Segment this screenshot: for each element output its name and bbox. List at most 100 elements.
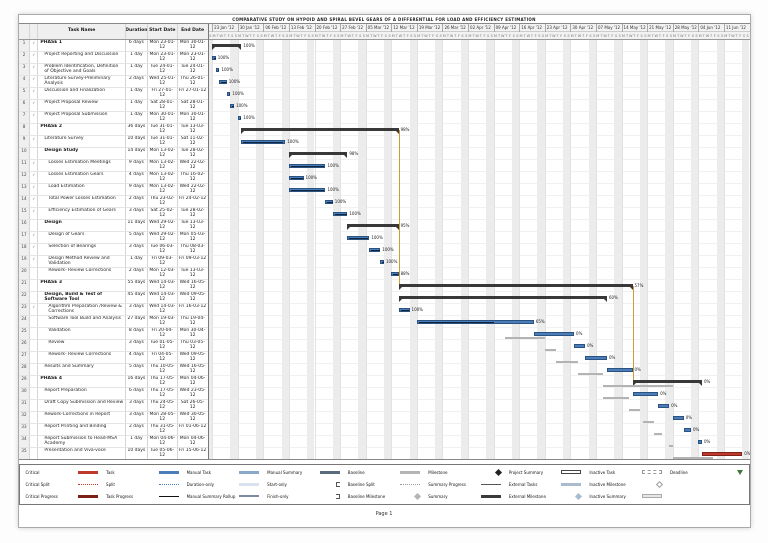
summary-bar	[288, 152, 348, 158]
row-id: 32	[18, 412, 31, 423]
baseline-bar	[628, 409, 640, 411]
day-letter: S	[362, 34, 365, 38]
baseline-bar	[672, 457, 713, 459]
percent-complete-label: 100%	[243, 115, 255, 120]
day-letter: S	[465, 34, 468, 38]
task-name: Project Proposal Submission	[38, 112, 126, 123]
timeline: 23 Jan '12 30 Jan '12 06 Feb '12 13 Feb '12…	[208, 24, 750, 459]
legend-swatch-diamond-inactive-icon	[655, 480, 663, 488]
timeline-header: 23 Jan '12 30 Jan '12 06 Feb '12 13 Feb '12…	[208, 24, 750, 40]
task-bar	[380, 260, 384, 264]
legend-item: External Tasks	[505, 478, 586, 490]
day-letter: F	[560, 34, 563, 38]
row-id: 22	[18, 292, 31, 303]
progress-line	[393, 274, 398, 275]
legend-label: Start-only	[267, 481, 287, 487]
week-label: 20 Feb '12	[314, 24, 341, 32]
task-duration: 11 days	[126, 220, 148, 231]
progress-line	[232, 106, 234, 107]
task-duration: 1 day	[126, 256, 148, 267]
completed-check-icon: ✓	[30, 244, 39, 255]
task-start-date: Mon 13-02-12	[148, 172, 178, 183]
percent-complete-label: 100%	[385, 259, 398, 264]
legend-label: Milestone	[428, 469, 448, 475]
completed-check-icon: ✓	[30, 184, 39, 195]
row-id: 30	[18, 388, 31, 399]
summary-bar	[241, 128, 399, 134]
progress-line	[221, 82, 227, 83]
week-label: 28 May '12	[672, 24, 697, 32]
task-name: Algorithm Preparation /Review & Correcti…	[38, 304, 126, 315]
day-letter: W	[680, 34, 684, 38]
day-letter: F	[381, 34, 384, 38]
percent-complete-label: 0%	[685, 415, 693, 420]
header-duration: Duration	[126, 24, 148, 39]
task-bar	[391, 272, 399, 276]
day-letter: S	[439, 34, 442, 38]
percent-complete-label: 100%	[243, 43, 255, 48]
baseline-bar	[555, 361, 578, 363]
week-label: 30 Jan '12	[237, 24, 264, 32]
progress-line	[228, 94, 231, 95]
task-end-date: Tue 24-01-12	[180, 64, 205, 74]
task-start-date: Mon 13-02-12	[148, 184, 178, 195]
timeline-week-row: 23 Jan '12 30 Jan '12 06 Feb '12 13 Feb '12…	[208, 24, 750, 32]
legend-swatch-bar-critical-progress-icon	[78, 494, 99, 498]
task-name: Selection of Bearings	[38, 244, 126, 255]
table-row: 20 Rework- Review Corrections 2 days Mon 12…	[18, 268, 208, 280]
legend-item: Critical Progress	[22, 490, 103, 502]
day-letter: W	[475, 34, 479, 38]
day-letter: S	[512, 34, 515, 38]
legend-label: Deadline	[669, 469, 688, 475]
task-duration: 1 day	[126, 436, 148, 447]
percent-complete-label: 0%	[703, 379, 711, 384]
day-letter: W	[552, 34, 556, 38]
day-letter: F	[355, 34, 358, 38]
day-letter: T	[275, 34, 278, 38]
week-label: 23 Jan '12	[212, 24, 238, 32]
completed-check-icon: ✓	[30, 196, 39, 207]
day-letter: T	[402, 34, 406, 38]
day-letter: T	[300, 34, 303, 38]
legend-label: Manual Task	[186, 469, 212, 475]
percent-complete-label: 95%	[400, 223, 410, 228]
header-task-name: Task Name	[38, 24, 126, 39]
table-row: 2 ✓ Project Reporting and Discussion 1 day M…	[18, 52, 208, 64]
table-row: 8 PHASE 2 36 days Tue 31-01-12 Tue 13-03-12	[18, 124, 208, 136]
task-bar	[632, 392, 659, 396]
table-row: 19 ✓ Design Method Review and Validation 1 …	[18, 256, 208, 268]
day-letter: T	[326, 34, 329, 38]
day-letter: S	[311, 34, 314, 38]
percent-complete-label: 100%	[327, 187, 339, 192]
day-letter: T	[479, 34, 482, 38]
row-id: 21	[18, 280, 31, 291]
task-start-date: Mon 23-01-12	[148, 40, 178, 51]
row-id: 2	[18, 52, 31, 63]
day-letter: S	[742, 34, 746, 38]
weekend-shade	[588, 40, 596, 459]
table-row: 17 ✓ Design of Gears 5 days Wed 29-02-12 Mon …	[18, 232, 208, 244]
task-end-date: Tue 13-03-12	[180, 268, 205, 278]
day-letter: T	[625, 34, 629, 38]
day-letter: T	[351, 34, 354, 38]
progress-line	[239, 118, 242, 119]
legend-item: Split	[102, 478, 183, 490]
weekend-shade	[383, 40, 392, 459]
week-gridline	[263, 40, 265, 459]
row-id: 15	[18, 208, 31, 219]
task-duration: 14 days	[126, 148, 148, 159]
table-row: 25 Validation 8 days Fri 20-04-12 Mon 30-04-…	[18, 328, 208, 340]
week-label: 13 Feb '12	[288, 24, 315, 32]
legend-item: Start-only	[263, 478, 344, 490]
legend-label: Critical	[25, 469, 40, 475]
weekend-shade	[230, 40, 238, 459]
row-id: 26	[18, 340, 31, 351]
row-id: 19	[18, 256, 31, 267]
progress-line	[334, 214, 347, 215]
link-line	[632, 286, 634, 382]
legend-label: Inactive Milestone	[589, 481, 626, 487]
percent-complete-label: 100%	[411, 307, 423, 312]
task-bar	[398, 308, 410, 312]
week-gridline	[391, 40, 393, 459]
task-bar	[219, 80, 227, 84]
